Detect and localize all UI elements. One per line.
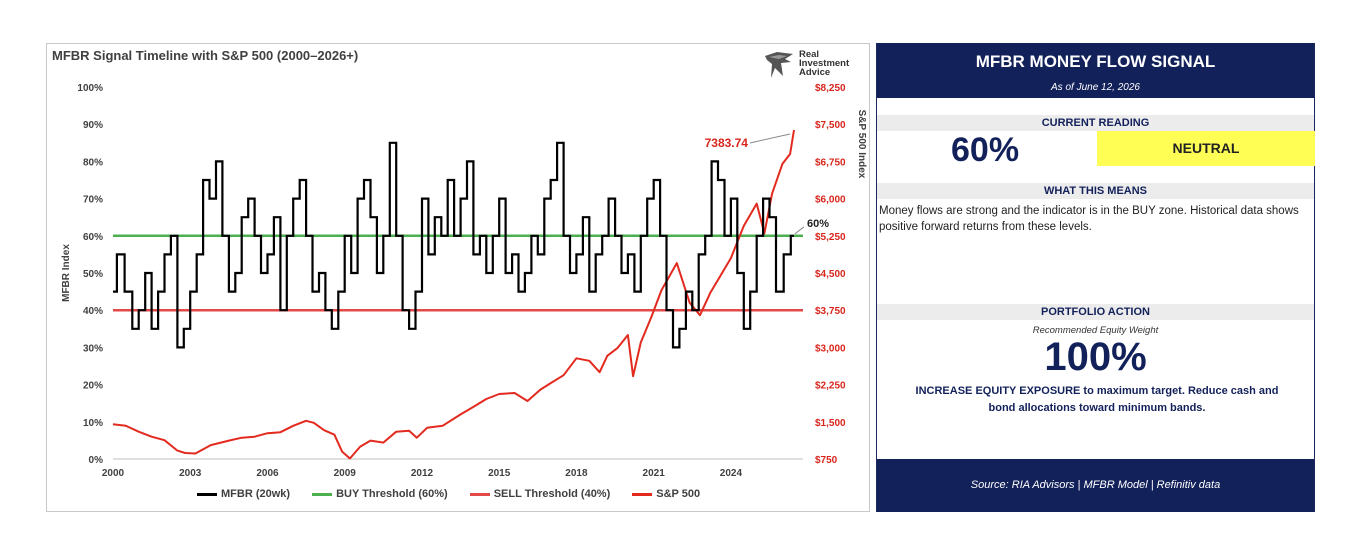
x-tick-label: 2012 (411, 468, 434, 479)
legend-swatch-buy (312, 492, 333, 496)
mfbr-annotation-leader (794, 226, 805, 235)
y-tick-label: 40% (83, 306, 103, 317)
y2-tick-label: $1,500 (815, 418, 846, 429)
chart-panel: 0% 10% 20% 30% 40% 50% 60% 70% 80% 90% 100% $750 $1,… (46, 43, 870, 512)
legend-item-buy: BUY Threshold (60%) (312, 488, 448, 500)
signal-date: As of June 12, 2026 (1051, 82, 1140, 93)
y2-tick-label: $2,250 (815, 381, 846, 392)
logo-line-3: Advice (799, 67, 831, 78)
signal-panel: MFBR MONEY FLOW SIGNAL As of June 12, 20… (876, 43, 1315, 512)
y2-tick-label: $5,250 (815, 232, 846, 243)
legend-swatch-sp500 (632, 492, 653, 496)
y-axis-label: MFBR Index (61, 244, 72, 302)
legend-label-sp500: S&P 500 (656, 488, 701, 500)
x-tick-label: 2009 (334, 468, 357, 479)
signal-header: MFBR MONEY FLOW SIGNAL As of June 12, 20… (877, 43, 1314, 98)
y-tick-label: 50% (83, 269, 103, 280)
legend-label-sell: SELL Threshold (40%) (493, 488, 611, 500)
y-tick-label: 60% (83, 232, 103, 243)
action-text: INCREASE EQUITY EXPOSURE to maximum targ… (915, 385, 1279, 414)
y2-tick-label: $4,500 (815, 269, 846, 280)
legend-item-mfbr: MFBR (20wk) (197, 488, 290, 500)
y2-tick-label: $8,250 (815, 83, 846, 94)
legend-item-sell: SELL Threshold (40%) (469, 488, 611, 500)
y-tick-label: 20% (83, 381, 103, 392)
eagle-logo-icon (765, 52, 793, 78)
legend-label-mfbr: MFBR (20wk) (221, 488, 291, 500)
chart-title: MFBR Signal Timeline with S&P 500 (2000–… (52, 48, 359, 63)
x-tick-label: 2018 (565, 468, 588, 479)
what-means-text: Money flows are strong and the indicator… (879, 205, 1299, 233)
legend-label-buy: BUY Threshold (60%) (336, 488, 448, 500)
logo-text: Real Investment Advice (799, 49, 850, 78)
y2-tick-label: $6,750 (815, 157, 846, 168)
signal-title: MFBR MONEY FLOW SIGNAL (975, 52, 1216, 71)
mfbr-series-line (113, 141, 794, 349)
sp500-last-value-label: 7383.74 (705, 136, 749, 150)
current-reading-value: 60% (951, 131, 1020, 169)
logo-line-1: Real (799, 49, 820, 60)
sp500-annotation-leader (749, 133, 791, 144)
equity-weight-value: 100% (1044, 335, 1147, 379)
y-tick-label: 90% (83, 120, 103, 131)
legend-swatch-sell (469, 492, 490, 496)
y2-tick-label: $750 (815, 455, 838, 466)
y2-tick-label: $3,000 (815, 343, 846, 354)
y-tick-label: 30% (83, 343, 103, 354)
x-tick-label: 2015 (488, 468, 511, 479)
y-tick-label: 70% (83, 195, 103, 206)
y-tick-label: 100% (77, 83, 103, 94)
y-tick-label: 10% (83, 418, 103, 429)
x-tick-label: 2021 (643, 468, 666, 479)
y2-tick-label: $3,750 (815, 306, 846, 317)
what-means-label: WHAT THIS MEANS (877, 183, 1314, 199)
status-badge: NEUTRAL (1097, 131, 1315, 166)
mfbr-last-value-label: 60% (807, 218, 829, 230)
y-tick-label: 0% (89, 455, 104, 466)
current-reading-label: CURRENT READING (877, 115, 1314, 131)
logo-line-2: Investment (799, 58, 850, 69)
x-tick-label: 2003 (179, 468, 202, 479)
y2-tick-label: $7,500 (815, 120, 846, 131)
chart-svg: 0% 10% 20% 30% 40% 50% 60% 70% 80% 90% 100% $750 $1,… (61, 83, 867, 479)
x-tick-label: 2000 (102, 468, 125, 479)
source-footer: Source: RIA Advisors | MFBR Model | Refi… (877, 459, 1314, 512)
logo: Real Investment Advice (763, 48, 863, 82)
portfolio-action-label: PORTFOLIO ACTION (877, 304, 1314, 320)
y-tick-label: 80% (83, 157, 103, 168)
legend-swatch-mfbr (197, 492, 217, 496)
equity-weight-label: Recommended Equity Weight (1032, 325, 1159, 336)
y2-tick-label: $6,000 (815, 195, 846, 206)
chart-legend: MFBR (20wk) BUY Threshold (60%) SELL Thr… (197, 488, 700, 500)
sp500-series-line (112, 129, 795, 460)
x-tick-label: 2006 (256, 468, 279, 479)
x-tick-label: 2024 (720, 468, 743, 479)
y2-axis-label: S&P 500 Index (856, 110, 867, 179)
legend-item-sp500: S&P 500 (632, 488, 700, 500)
